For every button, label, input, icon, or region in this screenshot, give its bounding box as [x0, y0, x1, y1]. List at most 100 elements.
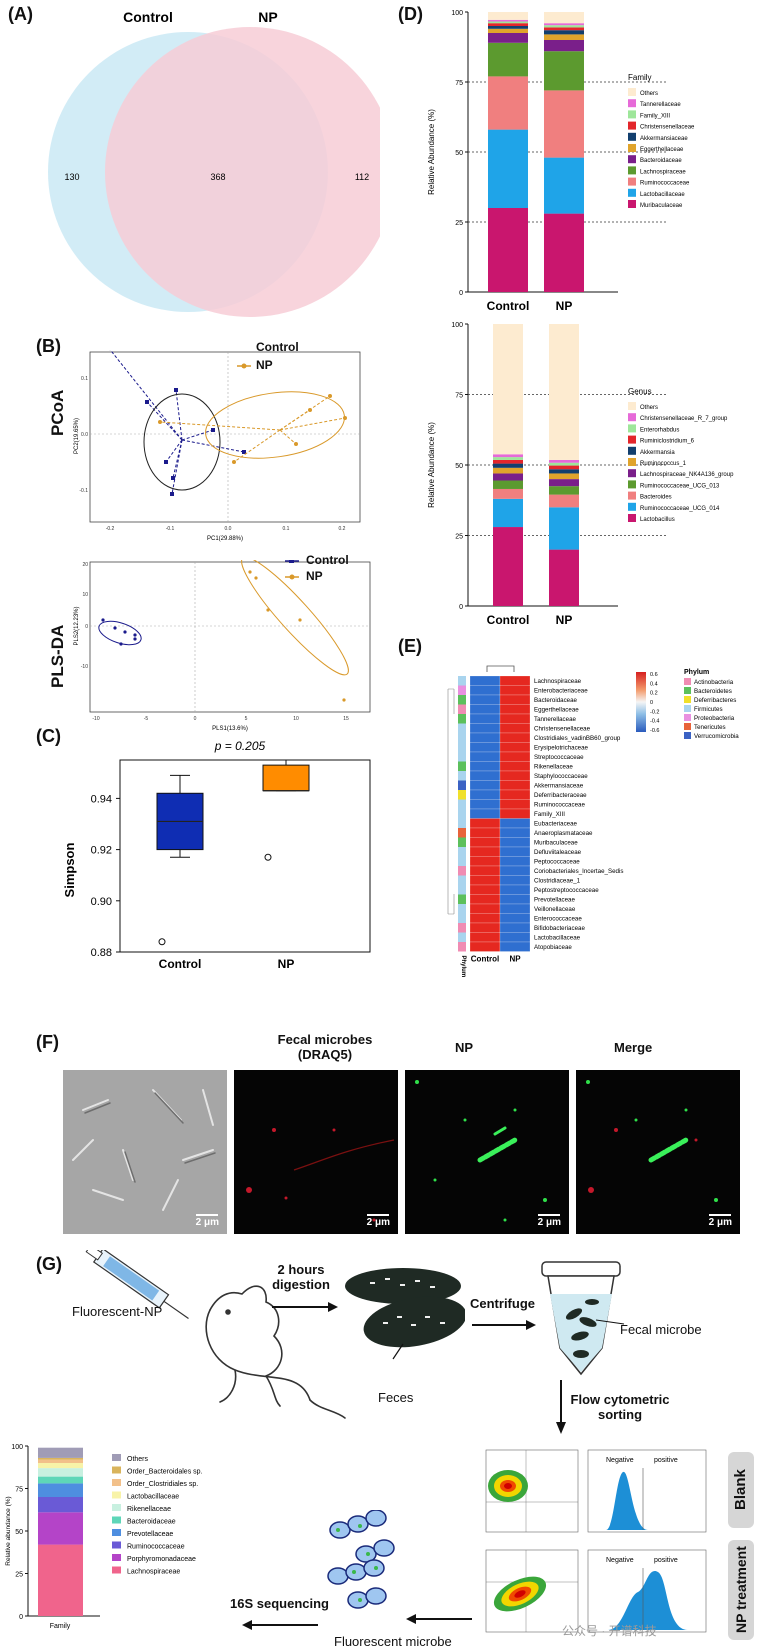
g-legend-label: Porphyromonadaceae [127, 1556, 196, 1563]
flow-blank-scatter [485, 1449, 579, 1533]
arrow-left-icon [406, 1614, 472, 1624]
color-scale-bar [636, 672, 646, 732]
bar-segment-Ruminococcaceae [488, 76, 528, 130]
legend-swatch [628, 402, 636, 410]
plsda-legend-control: Control [306, 553, 349, 567]
g-ytick-label: 100 [11, 1444, 23, 1451]
plsda-plot: 20 10 0 -10 -10 -5 0 5 10 15 PLS1(13.6%) PLS2(1… [74, 560, 371, 732]
heat-cell-control [469, 884, 501, 895]
legend-label: Lactobacillus [640, 517, 675, 523]
bar-segment-Ruminococcaceae_UCG_014 [549, 507, 579, 550]
phylum-legend-swatch [684, 687, 691, 694]
phylum-strip-cell [458, 761, 466, 771]
svg-text:-0.1: -0.1 [166, 526, 175, 532]
heat-cell-np [499, 846, 531, 857]
heat-row-label: Peptostreptococcaceae [534, 887, 599, 894]
heat-cell-np [499, 865, 531, 876]
micro-title-merge: Merge [614, 1040, 653, 1055]
g-legend-swatch [112, 1454, 121, 1461]
phylum-legend-label: Tenericutes [694, 724, 726, 731]
tab-np-treatment: NP treatment [728, 1540, 754, 1640]
g-bar-segment-Bacteroidaceae [38, 1476, 83, 1484]
legend-label: Christensenellaceae [640, 125, 695, 131]
svg-text:0.1: 0.1 [81, 376, 88, 382]
legend-label: Family_XIII [640, 113, 670, 119]
g-legend-swatch [112, 1554, 121, 1561]
ylabel: Relative Abundance (%) [427, 422, 436, 508]
arrow-left-icon-2 [242, 1620, 318, 1630]
ytick-label: 0 [459, 604, 463, 611]
phylum-legend-swatch [684, 696, 691, 703]
g-legend-swatch [112, 1516, 121, 1524]
svg-text:0.0: 0.0 [225, 526, 232, 532]
legend-swatch [628, 435, 636, 444]
legend-swatch [628, 166, 636, 175]
heat-cell-control [469, 846, 501, 857]
scale-bar-1: 2 μm [196, 1214, 219, 1228]
heat-cell-np [499, 770, 531, 781]
heat-row-label: Deferribacteraceae [534, 792, 587, 799]
flow-blank-histogram: Negative positive [587, 1449, 707, 1533]
heat-cell-control [469, 770, 501, 781]
heat-row-label: Coriobacteriales_Incertae_Sedis [534, 868, 623, 875]
bar-segment-Lactobacillus [549, 549, 579, 606]
phylum-strip-cell [458, 809, 466, 819]
g-legend-swatch [112, 1529, 121, 1536]
heat-row-label: Enterobacteriaceae [534, 688, 588, 695]
venn-set-np: NP [258, 9, 277, 25]
heat-row-label: Staphylococcaceae [534, 773, 588, 780]
fluorescent-microbe-icon [327, 1510, 395, 1609]
legend-label: Bacteroidaceae [640, 158, 682, 164]
bar-segment-Ruminococcus_1 [493, 467, 523, 474]
svg-text:Negative: Negative [606, 1457, 634, 1464]
heat-cell-control [469, 685, 501, 696]
heat-row-label: Lactobacillaceae [534, 935, 581, 942]
bar-segment-Family_XIII [488, 21, 528, 24]
bar-segment-Tannerellaceae [488, 19, 528, 22]
bar-segment-Others [549, 324, 579, 460]
svg-text:-10: -10 [92, 716, 99, 722]
bar-segment-Lactobacillaceae [488, 129, 528, 208]
bar-segment-Ruminiclostridium_6 [493, 459, 523, 464]
g-legend-swatch [112, 1541, 121, 1549]
bar-segment-Christensenellaceae_R_7_group [549, 459, 579, 463]
phylum-strip-cell [458, 837, 466, 847]
arrow-right-icon [272, 1302, 338, 1312]
legend-swatch [628, 424, 636, 433]
phylum-strip-cell [458, 733, 466, 743]
legend-swatch [628, 514, 636, 522]
svg-text:-5: -5 [144, 716, 149, 722]
heat-row-label: Defluviitaleaceae [534, 849, 582, 856]
phylum-strip-cell [458, 704, 466, 714]
legend-swatch [628, 110, 636, 119]
heat-cell-control [469, 675, 501, 686]
scale-tick: 0.2 [650, 691, 658, 697]
legend-swatch [628, 446, 636, 455]
phylum-strip-cell [458, 885, 466, 895]
heat-cell-np [499, 751, 531, 762]
bar-segment-Ruminococcus_1 [549, 473, 579, 480]
g-bar-segment-Order_Clostridiales sp. [38, 1459, 83, 1463]
label-centrifuge: Centrifuge [470, 1296, 535, 1311]
plsda-legend-np: NP [306, 569, 323, 583]
heat-cell-np [499, 704, 531, 715]
phylum-strip-cell [458, 799, 466, 809]
g-ytick-label: 0 [19, 1614, 23, 1621]
label-fluorescent-np: Fluorescent-NP [72, 1304, 163, 1319]
pcoa-ylabel: PC2(19.65%) [74, 418, 80, 454]
heat-cell-control [469, 789, 501, 800]
bar-segment-Ruminiclostridium_6 [549, 465, 579, 470]
heat-cell-control [469, 903, 501, 914]
heat-cell-np [499, 818, 531, 829]
phylum-strip-cell [458, 923, 466, 933]
phylum-legend-swatch [684, 705, 691, 712]
pcoa-row-label: PCoA [48, 389, 67, 436]
legend-label: Enterorhabdus [640, 427, 679, 433]
g-legend-label: Rikenellaceae [127, 1506, 171, 1513]
scale-tick: 0.6 [650, 672, 658, 678]
bar-segment-Bacteroides [493, 488, 523, 499]
scale-bar-4: 2 μm [709, 1214, 732, 1228]
heat-row-label: Clostridiaceae_1 [534, 878, 581, 885]
pcoa-legend-np: NP [256, 358, 273, 372]
legend-swatch [628, 458, 636, 466]
